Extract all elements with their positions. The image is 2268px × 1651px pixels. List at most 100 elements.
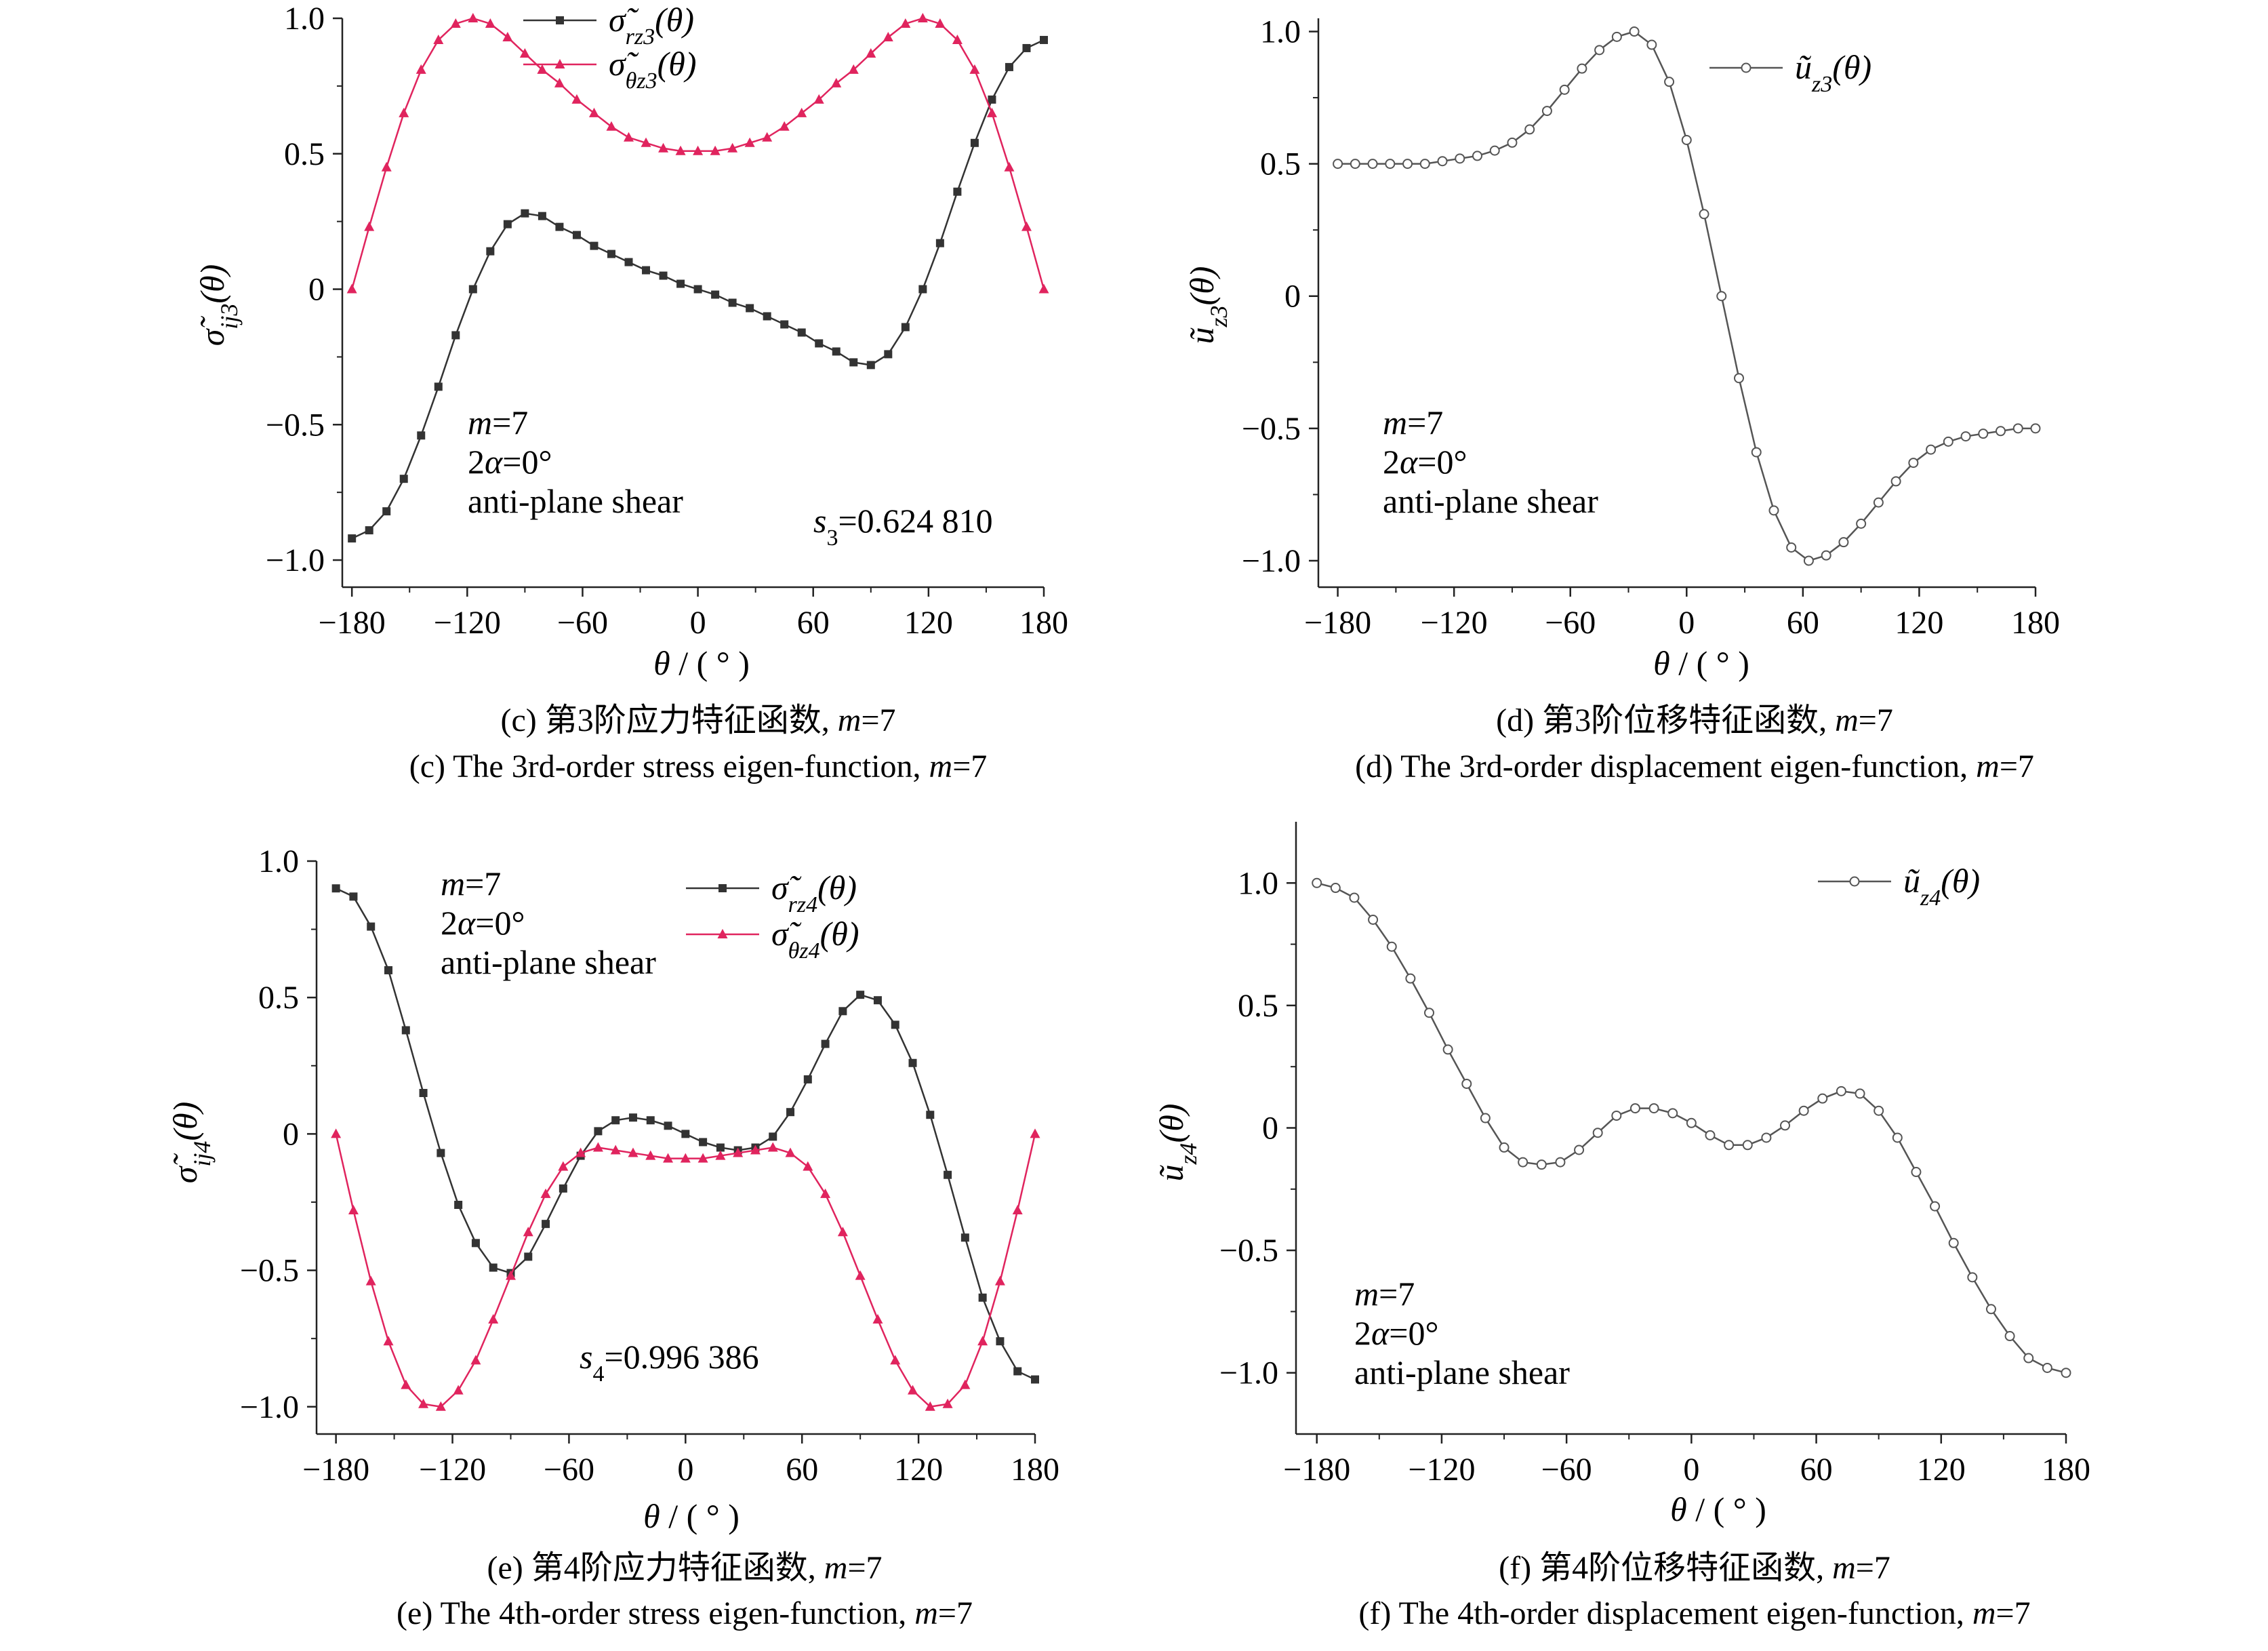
data-point xyxy=(1780,1120,1791,1131)
data-point xyxy=(590,241,599,250)
data-point xyxy=(900,18,911,28)
data-point xyxy=(365,526,373,535)
data-point xyxy=(1489,145,1500,156)
data-point xyxy=(381,161,392,172)
data-point xyxy=(558,1161,569,1171)
data-point xyxy=(607,250,615,258)
x-tick-label: −60 xyxy=(1541,1452,1592,1488)
caption-english: (f) The 4th-order displacement eigen-fun… xyxy=(1358,1595,2030,1631)
data-point xyxy=(485,18,495,28)
x-tick-label: 180 xyxy=(2042,1452,2090,1488)
data-point xyxy=(555,222,564,231)
eigenvalue-label: s4=0.996 386 xyxy=(580,1338,759,1387)
data-point xyxy=(1648,1103,1659,1114)
data-point xyxy=(1836,1086,1846,1096)
data-point xyxy=(953,187,962,196)
x-tick-label: −180 xyxy=(1304,605,1371,641)
data-point xyxy=(1005,62,1013,71)
x-tick-label: −60 xyxy=(1545,605,1596,641)
data-point xyxy=(594,1127,603,1136)
data-point xyxy=(797,328,806,337)
data-point xyxy=(925,1401,935,1411)
data-point xyxy=(417,431,426,440)
data-point xyxy=(538,212,546,220)
annotation-line: 2α=0° xyxy=(441,904,525,942)
data-point xyxy=(450,18,461,28)
data-point xyxy=(1908,458,1919,469)
y-tick-label: 1.0 xyxy=(1238,865,1278,901)
data-point xyxy=(1856,518,1867,529)
annotation-line: 2α=0° xyxy=(1354,1314,1438,1352)
data-point xyxy=(746,304,754,313)
data-point xyxy=(1967,1272,1978,1283)
annotation-line: anti-plane shear xyxy=(1383,482,1598,520)
annotation-line: m=7 xyxy=(441,864,501,902)
legend-label: σ̃rz3(θ) xyxy=(609,1,694,49)
data-point xyxy=(1873,497,1884,508)
data-point xyxy=(1960,431,1971,442)
legend-label: σ̃rz4(θ) xyxy=(771,869,857,917)
data-point xyxy=(715,1150,726,1160)
data-point xyxy=(1667,1108,1678,1119)
data-point xyxy=(488,1314,499,1324)
data-point xyxy=(1699,209,1709,220)
series-1 xyxy=(348,35,1048,543)
y-tick-label: −1.0 xyxy=(1242,543,1301,579)
caption-english: (e) The 4th-order stress eigen-function,… xyxy=(397,1595,973,1631)
data-point xyxy=(681,1130,690,1138)
data-point xyxy=(1499,1142,1510,1153)
data-point xyxy=(883,31,893,41)
caption-chinese: (d) 第3阶位移特征函数, m=7 xyxy=(1496,702,1893,738)
annotation-line: anti-plane shear xyxy=(1354,1353,1570,1391)
data-point xyxy=(624,258,633,266)
data-point xyxy=(451,331,460,340)
data-point xyxy=(1541,106,1552,117)
data-point xyxy=(710,145,721,155)
data-point xyxy=(1038,283,1049,294)
data-point xyxy=(837,1227,848,1237)
eigenvalue-label: s3=0.624 810 xyxy=(813,502,993,551)
y-axis-title: ũz4(θ) xyxy=(1152,1104,1202,1182)
data-point xyxy=(890,1355,901,1365)
data-point xyxy=(1559,84,1570,95)
data-point xyxy=(1817,1093,1828,1104)
data-point xyxy=(1761,1132,1772,1143)
x-tick-label: 0 xyxy=(690,605,706,641)
data-point xyxy=(884,350,893,359)
data-point xyxy=(960,1233,969,1242)
data-point xyxy=(1803,555,1814,566)
data-point xyxy=(832,347,841,356)
data-point xyxy=(767,1142,778,1152)
data-point xyxy=(693,285,702,294)
data-point xyxy=(348,1205,359,1215)
x-tick-label: −120 xyxy=(434,605,501,641)
caption-english: (d) The 3rd-order displacement eigen-fun… xyxy=(1355,749,2034,784)
x-tick-label: −60 xyxy=(557,605,608,641)
data-point xyxy=(780,320,789,329)
data-point xyxy=(1577,63,1587,74)
data-point xyxy=(435,1401,446,1411)
data-point xyxy=(942,1398,953,1408)
data-point xyxy=(675,145,686,155)
data-point xyxy=(699,1138,708,1147)
data-point xyxy=(727,142,738,153)
data-point xyxy=(1874,1105,1884,1116)
series-line xyxy=(1337,31,2036,562)
data-point xyxy=(1012,1205,1023,1215)
y-tick-label: 0.5 xyxy=(284,136,325,172)
data-point xyxy=(2042,1362,2052,1373)
data-point xyxy=(1926,444,1937,455)
data-point xyxy=(926,1111,935,1119)
data-point xyxy=(2012,423,2023,434)
y-tick-label: 0.5 xyxy=(258,980,299,1016)
data-point xyxy=(645,1150,656,1160)
data-point xyxy=(505,1270,516,1280)
data-point xyxy=(1402,159,1413,170)
y-tick-label: −0.5 xyxy=(1219,1233,1278,1269)
y-tick-label: 0 xyxy=(308,272,325,308)
data-point xyxy=(1333,159,1343,170)
data-point xyxy=(1930,1201,1941,1212)
legend-marker xyxy=(718,884,727,892)
x-tick-label: 180 xyxy=(2011,605,2060,641)
data-point xyxy=(994,1275,1005,1286)
